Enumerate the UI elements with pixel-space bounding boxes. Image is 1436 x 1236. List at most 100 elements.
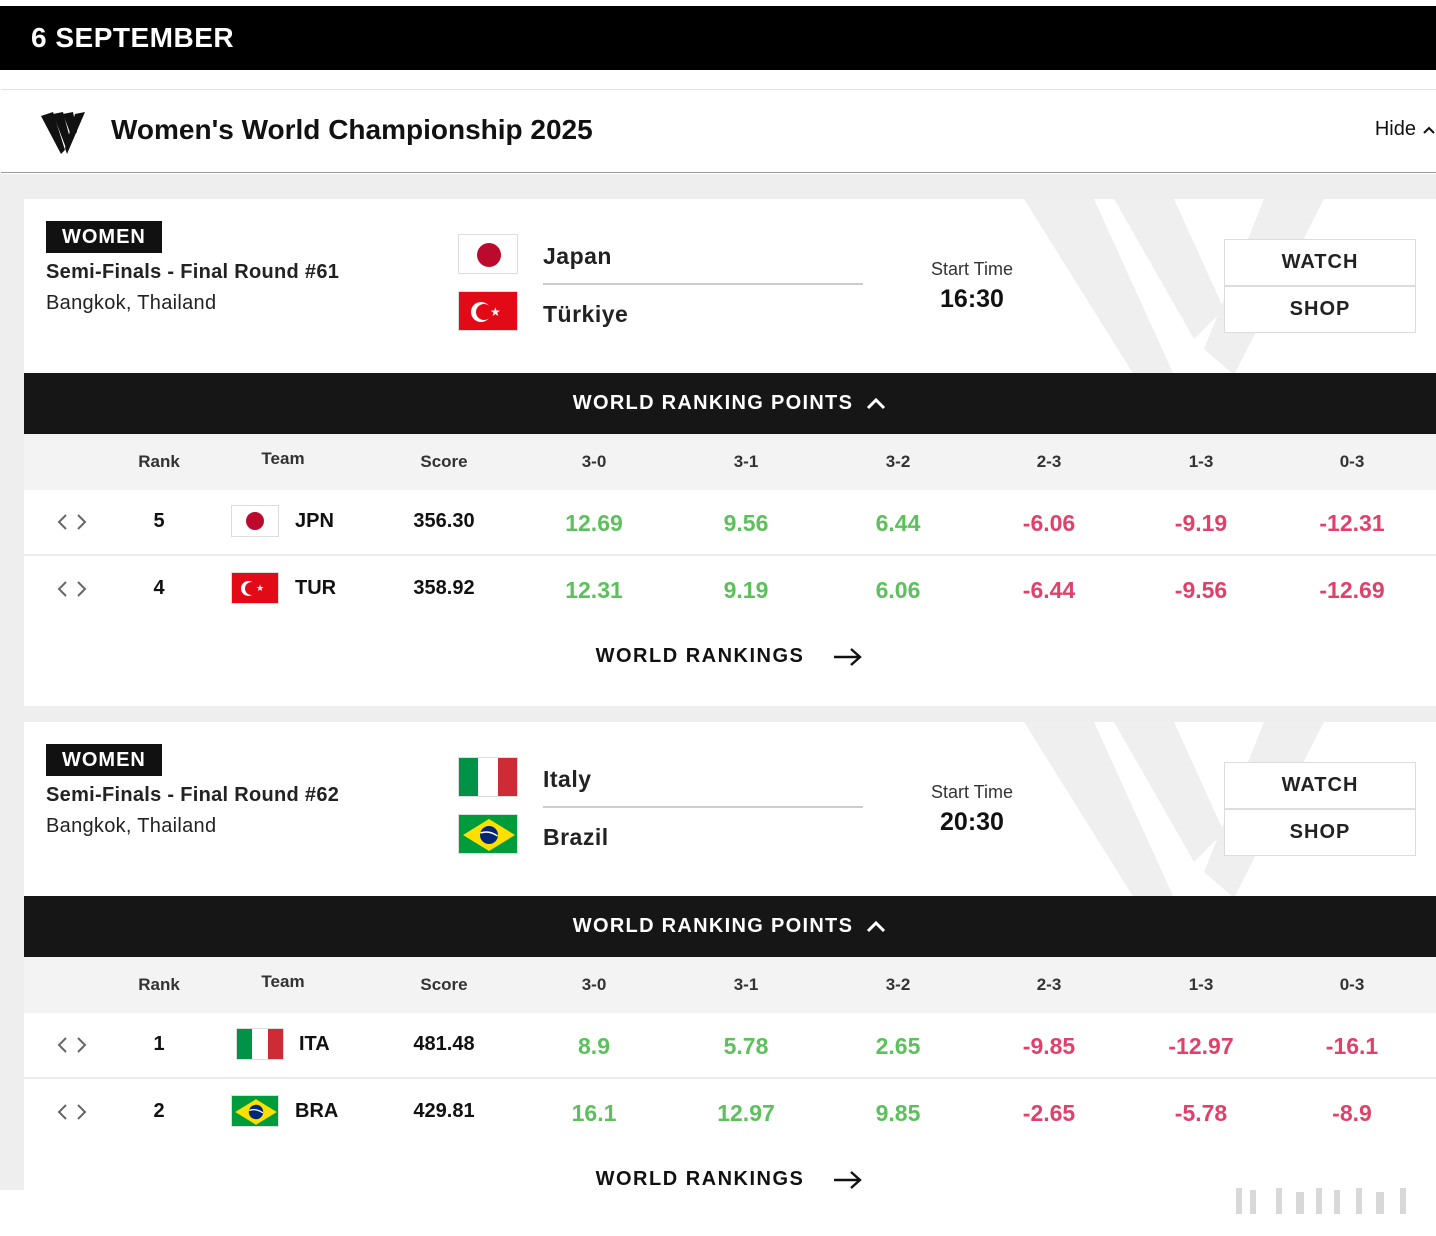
chevron-up-icon — [1423, 126, 1435, 134]
table-row: 4 ★ TUR 358.92 12.31 9.19 6.06 -6.44 -9.… — [24, 557, 1436, 623]
chevron-up-icon — [867, 920, 886, 932]
italy-flag-icon — [236, 1028, 284, 1060]
team2-name[interactable]: Brazil — [543, 824, 609, 850]
hide-label: Hide — [1374, 118, 1416, 140]
hide-button[interactable]: Hide — [1375, 118, 1436, 141]
col-2-3: 2-3 — [1036, 975, 1062, 994]
score-value: 429.81 — [413, 1100, 475, 1122]
col-3-2: 3-2 — [885, 975, 911, 994]
start-time-label: Start Time — [930, 782, 1014, 802]
pts-3-2: 6.06 — [875, 577, 921, 603]
pts-3-1: 5.78 — [723, 1033, 769, 1059]
pts-0-3: -12.31 — [1319, 510, 1385, 536]
chevron-up-icon — [867, 397, 886, 409]
pts-0-3: -16.1 — [1325, 1033, 1379, 1059]
rank-value: 5 — [153, 510, 165, 532]
venue-label: Bangkok, Thailand — [46, 292, 217, 314]
pts-2-3: -6.44 — [1022, 577, 1076, 603]
team-code[interactable]: BRA — [295, 1100, 339, 1122]
expand-arrows-icon[interactable] — [54, 579, 90, 599]
pts-2-3: -9.85 — [1022, 1033, 1076, 1059]
watch-button[interactable]: WATCH — [1224, 762, 1416, 809]
col-team: Team — [261, 972, 305, 991]
date-header: 6 SEPTEMBER — [0, 6, 1436, 70]
col-0-3: 0-3 — [1339, 452, 1365, 471]
pts-2-3: -2.65 — [1022, 1100, 1076, 1126]
expand-arrows-icon[interactable] — [54, 1035, 90, 1055]
venue-label: Bangkok, Thailand — [46, 815, 217, 837]
match-card: WOMEN Semi-Finals - Final Round #62 Bang… — [24, 722, 1436, 1190]
italy-flag-icon — [458, 757, 518, 797]
team-code[interactable]: ITA — [299, 1033, 330, 1055]
watermark-icon — [1216, 1180, 1426, 1224]
col-score: Score — [420, 452, 468, 471]
competition-header: Women's World Championship 2025 Hide — [1, 89, 1436, 173]
gender-badge: WOMEN — [46, 221, 162, 253]
pts-0-3: -8.9 — [1332, 1100, 1372, 1126]
ranking-table-header: Rank Team Score 3-0 3-1 3-2 2-3 1-3 0-3 — [24, 957, 1436, 1013]
team2-name[interactable]: Türkiye — [543, 301, 629, 327]
team1-name[interactable]: Italy — [543, 766, 592, 792]
arrow-right-icon — [834, 647, 863, 666]
team1-name[interactable]: Japan — [543, 243, 612, 269]
pts-3-0: 12.31 — [565, 577, 623, 603]
col-3-1: 3-1 — [733, 452, 759, 471]
pts-3-2: 9.85 — [875, 1100, 921, 1126]
col-0-3: 0-3 — [1339, 975, 1365, 994]
arrow-right-icon — [834, 1170, 863, 1189]
world-rankings-link[interactable]: WORLD RANKINGS — [24, 645, 1436, 668]
pts-1-3: -5.78 — [1174, 1100, 1228, 1126]
japan-flag-icon — [231, 505, 279, 537]
pts-3-1: 9.19 — [723, 577, 769, 603]
brazil-flag-icon — [231, 1095, 279, 1127]
brazil-flag-icon — [458, 814, 518, 854]
rank-value: 1 — [153, 1033, 165, 1055]
team-code[interactable]: JPN — [295, 510, 334, 532]
pts-1-3: -9.56 — [1174, 577, 1228, 603]
vw-logo-icon — [41, 112, 85, 154]
col-2-3: 2-3 — [1036, 452, 1062, 471]
turkey-flag-icon: ★ — [458, 291, 518, 331]
world-ranking-points-toggle[interactable]: WORLD RANKING POINTS — [24, 373, 1436, 434]
pts-3-1: 12.97 — [717, 1100, 775, 1126]
col-score: Score — [420, 975, 468, 994]
match-card: WOMEN Semi-Finals - Final Round #61 Bang… — [24, 199, 1436, 706]
round-label: Semi-Finals - Final Round #62 — [46, 784, 340, 806]
expand-arrows-icon[interactable] — [54, 1102, 90, 1122]
pts-3-0: 12.69 — [565, 510, 623, 536]
col-3-1: 3-1 — [733, 975, 759, 994]
gender-badge: WOMEN — [46, 744, 162, 776]
expand-arrows-icon[interactable] — [54, 512, 90, 532]
pts-1-3: -12.97 — [1168, 1033, 1234, 1059]
turkey-flag-icon: ★ — [231, 572, 279, 604]
start-time: 16:30 — [940, 285, 1004, 313]
world-rankings-link[interactable]: WORLD RANKINGS — [24, 1168, 1436, 1190]
pts-3-2: 2.65 — [875, 1033, 921, 1059]
team-code[interactable]: TUR — [295, 577, 337, 599]
score-value: 358.92 — [413, 577, 475, 599]
start-time: 20:30 — [940, 808, 1004, 836]
pts-0-3: -12.69 — [1319, 577, 1385, 603]
table-row: 5 JPN 356.30 12.69 9.56 6.44 -6.06 -9.19… — [24, 490, 1436, 556]
world-ranking-points-toggle[interactable]: WORLD RANKING POINTS — [24, 896, 1436, 957]
rank-value: 4 — [153, 577, 165, 599]
wrp-label: WORLD RANKING POINTS — [572, 915, 854, 937]
col-team: Team — [261, 449, 305, 468]
table-row: 2 BRA 429.81 16.1 12.97 9.85 -2.65 -5.78… — [24, 1080, 1436, 1146]
rank-value: 2 — [153, 1100, 165, 1122]
col-3-0: 3-0 — [581, 452, 607, 471]
shop-button[interactable]: SHOP — [1224, 286, 1416, 333]
table-row: 1 ITA 481.48 8.9 5.78 2.65 -9.85 -12.97 … — [24, 1013, 1436, 1079]
watch-button[interactable]: WATCH — [1224, 239, 1416, 286]
shop-button[interactable]: SHOP — [1224, 809, 1416, 856]
round-label: Semi-Finals - Final Round #61 — [46, 261, 340, 283]
start-time-label: Start Time — [930, 259, 1014, 279]
pts-3-1: 9.56 — [723, 510, 769, 536]
ranking-table-header: Rank Team Score 3-0 3-1 3-2 2-3 1-3 0-3 — [24, 434, 1436, 490]
japan-flag-icon — [458, 234, 518, 274]
score-value: 481.48 — [413, 1033, 475, 1055]
pts-3-0: 8.9 — [578, 1033, 610, 1059]
world-rankings-label: WORLD RANKINGS — [595, 1168, 805, 1190]
team-divider — [543, 283, 863, 285]
team-divider — [543, 806, 863, 808]
